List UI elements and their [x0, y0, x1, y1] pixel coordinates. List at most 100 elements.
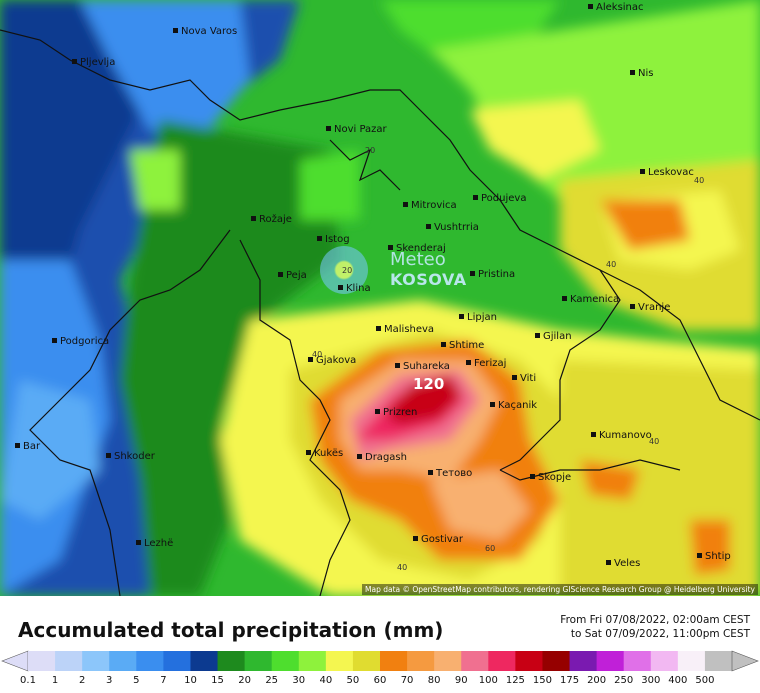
color-scale-ticks: 0.1 1 2 3 5 7 10 15 20 25 30 40 50 60 70 80 90 100 125 150 1…	[0, 675, 760, 689]
chart-title: Accumulated total precipitation (mm)	[18, 618, 444, 642]
city-name: Klina	[346, 283, 371, 294]
city-marker-icon	[630, 70, 635, 75]
color-scale-bar	[1, 650, 759, 672]
scale-tick-label: 2	[78, 675, 86, 686]
city-name: Shkoder	[114, 451, 155, 462]
city-name: Prizren	[383, 407, 418, 418]
scale-max-arrow-icon	[731, 650, 759, 672]
scale-swatch	[271, 651, 300, 671]
city-name: Vushtrria	[434, 222, 479, 233]
scale-tick-label: 125	[505, 675, 525, 686]
scale-tick-label: 60	[373, 675, 387, 686]
scale-swatch	[28, 651, 56, 671]
city-label: Kaçanik	[490, 400, 537, 412]
watermark-line1: Meteo	[390, 249, 446, 270]
city-label: Prizren	[375, 407, 417, 419]
city-name: Gjilan	[543, 331, 572, 342]
city-marker-icon	[376, 326, 381, 331]
city-name: Novi Pazar	[334, 124, 387, 135]
city-label: Nis	[630, 68, 653, 80]
city-marker-icon	[306, 450, 311, 455]
city-marker-icon	[470, 271, 475, 276]
city-marker-icon	[588, 4, 593, 9]
city-name: Skenderaj	[396, 243, 446, 254]
city-name: Suhareka	[403, 361, 450, 372]
city-label: Pljevlja	[72, 57, 115, 69]
city-marker-icon	[15, 443, 20, 448]
scale-tick-label: 15	[211, 675, 224, 686]
scale-swatch	[515, 651, 543, 671]
city-label: Shtip	[697, 551, 731, 563]
city-name: Peja	[286, 270, 307, 281]
city-label: Bar	[15, 441, 40, 453]
city-marker-icon	[173, 28, 178, 33]
city-name: Pljevlja	[80, 57, 116, 68]
city-marker-icon	[640, 169, 645, 174]
city-marker-icon	[395, 363, 400, 368]
city-name: Leskovac	[648, 167, 694, 178]
scale-min-arrow-icon	[1, 650, 29, 672]
contour-value-label: 40	[694, 176, 705, 185]
scale-tick-label: 100	[478, 675, 498, 686]
city-name: Istog	[325, 234, 350, 245]
city-label: Podgorica	[52, 336, 109, 348]
scale-swatch	[217, 651, 246, 671]
city-label: Malisheva	[376, 324, 434, 336]
scale-tick-label: 5	[133, 675, 140, 686]
city-label: Klina	[338, 283, 371, 295]
scale-swatch	[596, 651, 625, 671]
map-attribution: Map data © OpenStreetMap contributors, r…	[362, 584, 758, 595]
city-label: Shkoder	[106, 451, 155, 463]
city-marker-icon	[308, 357, 313, 362]
city-marker-icon	[106, 453, 111, 458]
scale-swatch	[325, 651, 354, 671]
scale-swatch	[677, 651, 706, 671]
city-label: Leskovac	[640, 167, 694, 179]
scale-tick-label: 300	[641, 675, 661, 686]
scale-swatch	[82, 651, 110, 671]
scale-tick-label: 7	[160, 675, 167, 686]
scale-tick-label: 40	[319, 675, 333, 686]
city-marker-icon	[326, 126, 331, 131]
city-name: Rožaje	[259, 214, 292, 225]
contour-value-label: 40	[649, 437, 660, 446]
city-name: Malisheva	[384, 324, 435, 335]
city-marker-icon	[466, 360, 471, 365]
city-marker-icon	[72, 59, 77, 64]
scale-tick-label: 90	[454, 675, 468, 686]
precipitation-map[interactable]: 120 Meteo KOSOVA Aleksinac Nova Varos Plje…	[0, 0, 760, 596]
time-range: From Fri 07/08/2022, 02:00am CEST to Sat…	[560, 613, 750, 641]
city-marker-icon	[441, 342, 446, 347]
scale-tick-label: 70	[400, 675, 414, 686]
city-marker-icon	[357, 454, 362, 459]
city-label: Lipjan	[459, 312, 497, 324]
city-name: Lipjan	[467, 312, 497, 323]
city-marker-icon	[512, 375, 517, 380]
city-label: Dragash	[357, 452, 407, 464]
city-name: Тетово	[436, 468, 473, 479]
city-label: Novi Pazar	[326, 124, 387, 136]
city-label: Gjilan	[535, 331, 572, 343]
scale-tick-label: 175	[559, 675, 580, 686]
city-marker-icon	[459, 314, 464, 319]
city-label: Lezhë	[136, 538, 173, 550]
city-name: Shtime	[449, 340, 485, 351]
scale-tick-label: 1	[51, 675, 59, 686]
city-name: Kukës	[314, 448, 344, 459]
city-label: Rožaje	[251, 214, 292, 226]
scale-swatch	[569, 651, 598, 671]
scale-swatch	[488, 651, 516, 671]
city-label: Veles	[606, 558, 640, 570]
city-label: Kukës	[306, 448, 343, 460]
city-label: Vranje	[630, 302, 670, 314]
city-name: Dragash	[365, 452, 407, 463]
scale-swatch	[407, 651, 435, 671]
scale-swatch	[434, 651, 462, 671]
city-name: Gjakova	[316, 355, 357, 366]
city-label: Istog	[317, 234, 350, 246]
city-name: Bar	[23, 441, 41, 452]
scale-swatch	[190, 651, 219, 671]
city-name: Nova Varos	[181, 26, 238, 37]
scale-tick-label: 500	[695, 675, 715, 686]
city-name: Lezhë	[144, 538, 174, 549]
